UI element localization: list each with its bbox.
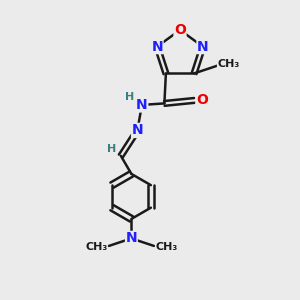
Text: N: N xyxy=(126,231,137,245)
Text: H: H xyxy=(125,92,134,102)
Text: CH₃: CH₃ xyxy=(218,59,240,69)
Text: N: N xyxy=(152,40,163,54)
Text: CH₃: CH₃ xyxy=(155,242,178,251)
Text: O: O xyxy=(174,23,186,37)
Text: N: N xyxy=(136,98,148,112)
Text: CH₃: CH₃ xyxy=(85,242,107,251)
Text: N: N xyxy=(132,123,143,137)
Text: H: H xyxy=(107,144,116,154)
Text: N: N xyxy=(197,40,208,54)
Text: O: O xyxy=(196,93,208,107)
